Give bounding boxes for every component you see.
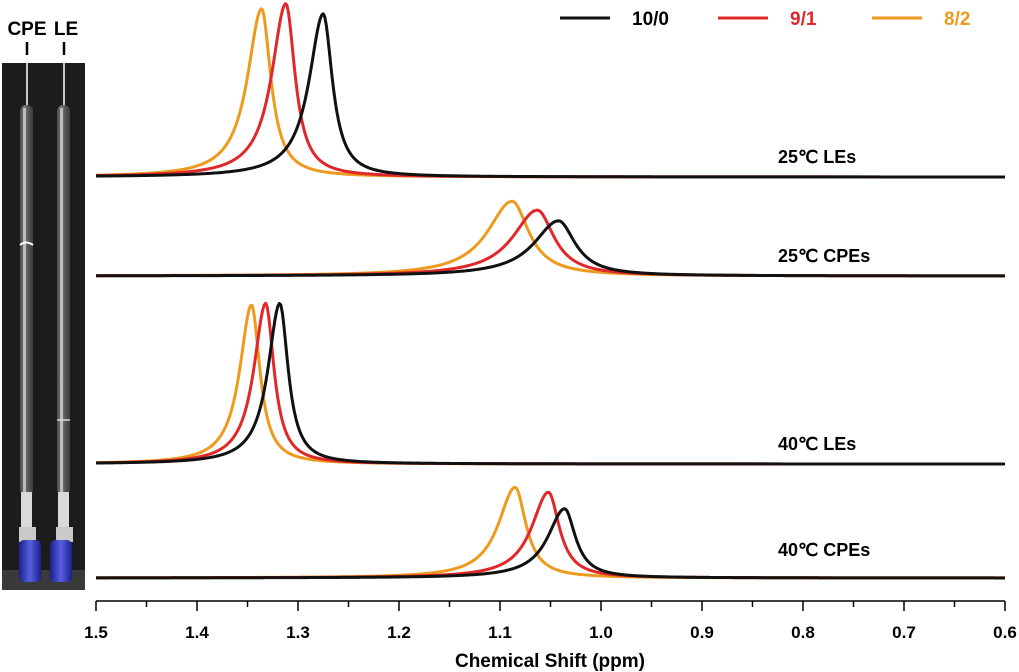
legend: 10/0 9/1 8/2 bbox=[560, 9, 970, 30]
x-tick-label: 1.4 bbox=[185, 623, 209, 642]
cpe-tube bbox=[19, 105, 41, 582]
spectra bbox=[95, 2, 1005, 580]
spectrum-line-10-0 bbox=[96, 507, 1005, 580]
panel-label-25c-les: 25℃ LEs bbox=[778, 147, 856, 167]
x-tick-label: 1.2 bbox=[387, 623, 411, 642]
panel-label-40c-les: 40℃ LEs bbox=[778, 434, 856, 454]
spectrum-line-9-1 bbox=[95, 2, 1005, 179]
tube-label-cpe: CPE bbox=[7, 19, 46, 40]
tube-photo: CPE LE bbox=[2, 19, 85, 590]
spectrum-line-10-0 bbox=[96, 219, 1005, 278]
panel-label-40c-cpes: 40℃ CPEs bbox=[778, 540, 870, 560]
x-tick-label: 0.7 bbox=[892, 623, 916, 642]
legend-label: 10/0 bbox=[632, 9, 669, 30]
legend-item-8-2: 8/2 bbox=[872, 9, 970, 30]
legend-item-10-0: 10/0 bbox=[560, 9, 669, 30]
spectrum-line-10-0 bbox=[95, 12, 1005, 179]
panel-label-25c-cpes: 25℃ CPEs bbox=[778, 246, 870, 266]
x-tick-label: 0.8 bbox=[791, 623, 815, 642]
legend-label: 8/2 bbox=[944, 9, 970, 30]
x-tick-label: 1.0 bbox=[589, 623, 613, 642]
x-tick-label: 0.6 bbox=[993, 623, 1017, 642]
x-axis-title: Chemical Shift (ppm) bbox=[455, 651, 645, 672]
tube-label-le: LE bbox=[54, 19, 78, 40]
spectrum-line-8-2 bbox=[95, 7, 1005, 179]
legend-item-9-1: 9/1 bbox=[718, 9, 817, 30]
legend-label: 9/1 bbox=[790, 9, 817, 30]
x-axis: 1.5 1.4 1.3 1.2 1.1 1.0 0.9 0.8 0.7 0.6 bbox=[84, 600, 1017, 642]
spectrum-line-9-1 bbox=[96, 208, 1005, 278]
x-tick-label: 1.3 bbox=[286, 623, 310, 642]
x-tick-label: 1.5 bbox=[84, 623, 108, 642]
spectrum-line-9-1 bbox=[95, 301, 1005, 466]
spectrum-line-9-1 bbox=[95, 490, 1005, 580]
x-tick-label: 1.1 bbox=[488, 623, 512, 642]
x-tick-label: 0.9 bbox=[690, 623, 714, 642]
spectrum-line-10-0 bbox=[95, 301, 1005, 466]
le-tube bbox=[50, 105, 73, 582]
